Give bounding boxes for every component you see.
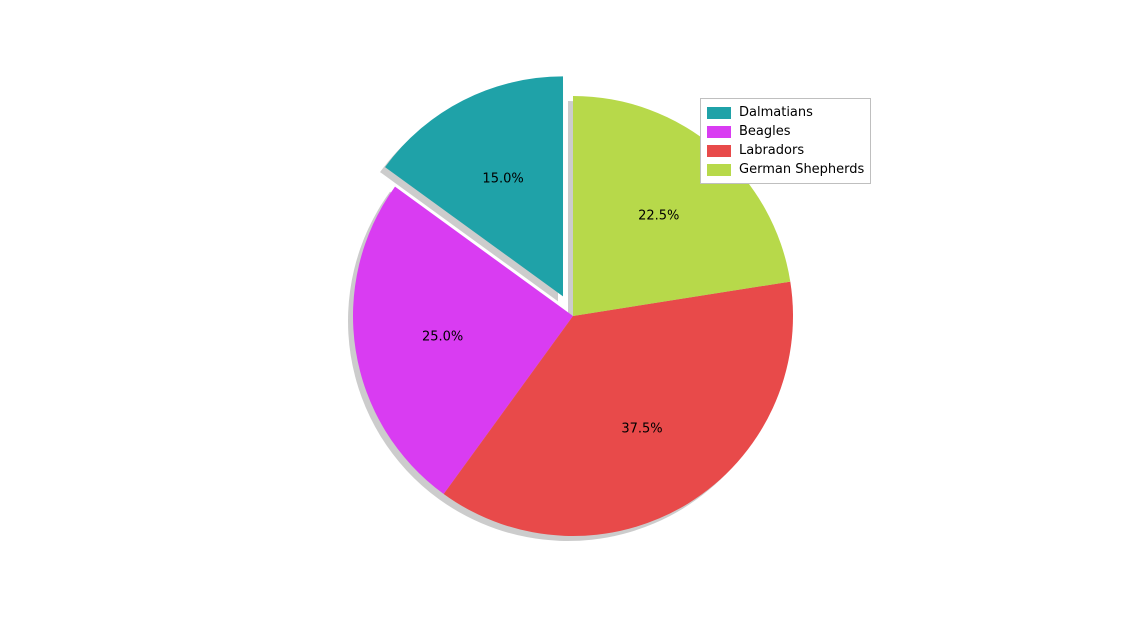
pie-chart-svg [0, 0, 1146, 633]
legend-label: Beagles [739, 124, 791, 139]
legend: Dalmatians Beagles Labradors German Shepher… [700, 98, 871, 184]
legend-label: German Shepherds [739, 162, 864, 177]
legend-item: Dalmatians [707, 103, 864, 122]
slice-pct-label: 37.5% [621, 421, 662, 436]
slice-pct-label: 25.0% [422, 329, 463, 344]
legend-item: German Shepherds [707, 160, 864, 179]
slice-pct-label: 15.0% [482, 171, 523, 186]
legend-label: Dalmatians [739, 105, 813, 120]
legend-swatch [707, 145, 731, 157]
legend-item: Labradors [707, 141, 864, 160]
legend-label: Labradors [739, 143, 804, 158]
legend-swatch [707, 126, 731, 138]
slice-pct-label: 22.5% [638, 208, 679, 223]
pie-chart-container: Dalmatians Beagles Labradors German Shepher… [0, 0, 1146, 633]
legend-item: Beagles [707, 122, 864, 141]
legend-swatch [707, 164, 731, 176]
legend-swatch [707, 107, 731, 119]
